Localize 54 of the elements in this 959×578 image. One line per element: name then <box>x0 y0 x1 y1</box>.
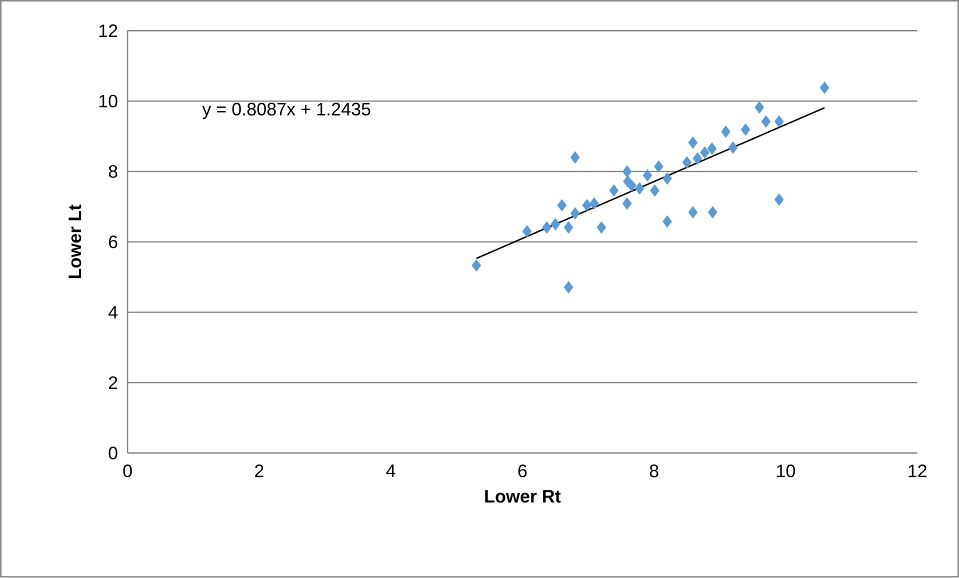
y-tick-label: 10 <box>99 94 118 108</box>
x-axis-title: Lower Rt <box>485 490 561 503</box>
x-tick-label: 8 <box>650 464 658 478</box>
annotation: y = 0.8087x + 1.2435 <box>202 102 370 120</box>
point <box>627 180 636 192</box>
point <box>728 142 738 154</box>
point <box>688 136 698 150</box>
y-axis-title: Lower Lt <box>68 204 82 278</box>
point <box>582 199 592 212</box>
y-tick-label: 4 <box>108 306 118 319</box>
point <box>622 165 632 178</box>
y-tick-label: 6 <box>108 236 118 248</box>
point <box>542 221 552 234</box>
point <box>596 221 606 234</box>
point <box>570 207 580 220</box>
y-tick-label: 8 <box>108 165 118 178</box>
point <box>564 281 574 294</box>
point <box>634 182 644 195</box>
point <box>774 116 784 128</box>
point <box>740 124 750 136</box>
point <box>692 152 702 165</box>
x-tick-label: 12 <box>908 464 926 478</box>
point <box>700 146 710 159</box>
y-tick-label: 2 <box>108 376 118 390</box>
point <box>622 198 632 210</box>
x-tick-label: 6 <box>518 464 527 478</box>
point <box>642 169 652 182</box>
point <box>662 215 672 228</box>
point <box>774 194 784 206</box>
x-tick-label: 0 <box>123 464 132 478</box>
point <box>650 184 660 197</box>
x-tick-label: 4 <box>386 464 396 478</box>
y-tick-label: 0 <box>108 446 118 460</box>
point <box>570 151 580 164</box>
point <box>754 101 764 114</box>
point <box>682 156 692 169</box>
point <box>662 172 672 185</box>
point <box>589 198 599 210</box>
y-tick-label: 12 <box>99 24 118 38</box>
x-tick-label: 10 <box>777 464 795 478</box>
point <box>708 206 718 219</box>
point <box>550 218 560 231</box>
point <box>688 206 698 219</box>
point <box>761 116 771 128</box>
point <box>820 82 830 94</box>
point <box>721 126 730 138</box>
point <box>654 160 664 173</box>
point <box>564 221 574 234</box>
point <box>707 142 717 155</box>
x-tick-label: 2 <box>255 464 264 478</box>
point <box>609 184 619 197</box>
point <box>522 225 532 238</box>
point <box>472 259 482 272</box>
point <box>557 199 567 212</box>
